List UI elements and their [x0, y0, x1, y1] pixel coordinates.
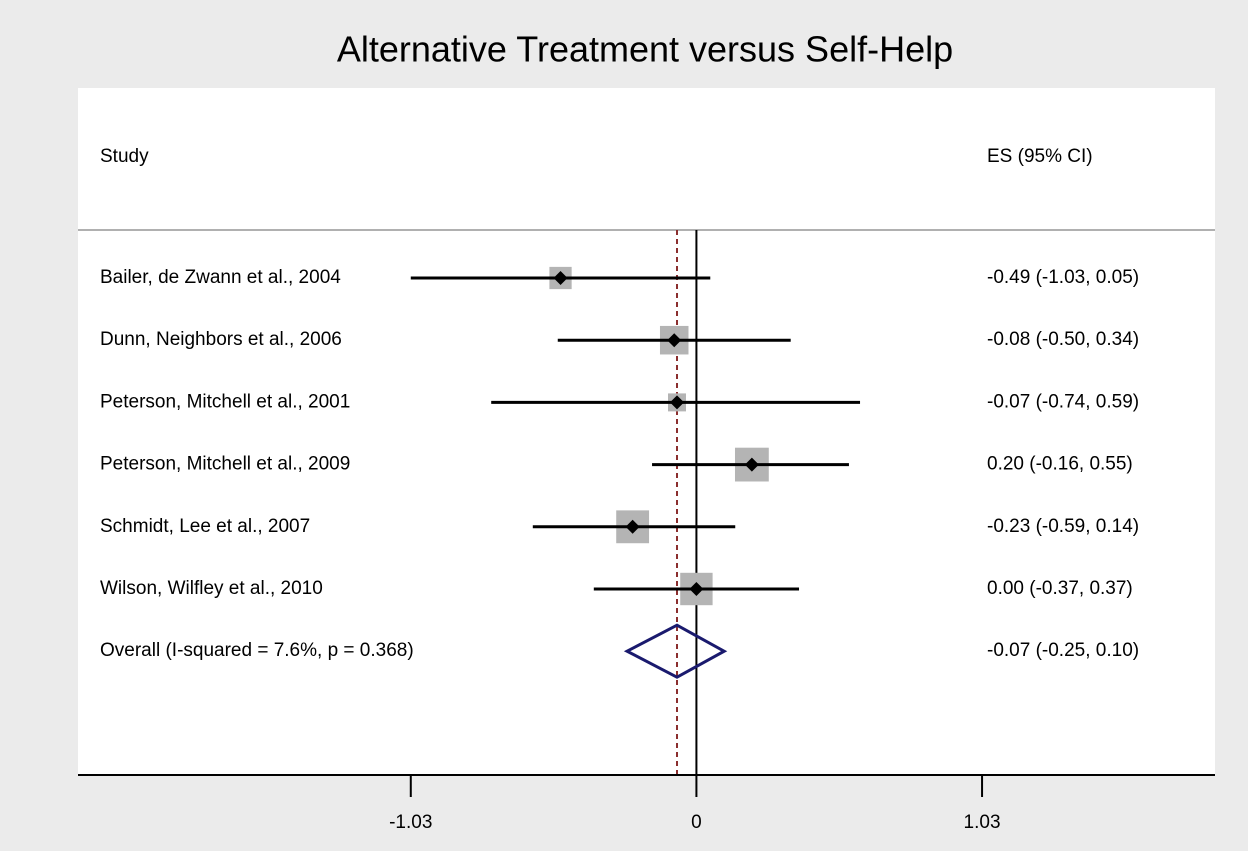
column-header: Study: [100, 146, 149, 167]
x-tick-label: 1.03: [964, 812, 1001, 833]
chart-title: Alternative Treatment versus Self-Help: [337, 29, 953, 70]
overall-es-label: -0.07 (-0.25, 0.10): [987, 640, 1139, 661]
study-label: Peterson, Mitchell et al., 2009: [100, 454, 350, 475]
point-estimate: [744, 457, 759, 472]
study-label: Wilson, Wilfley et al., 2010: [100, 578, 323, 599]
x-tick-label: -1.03: [389, 812, 432, 833]
x-tick-label: 0: [691, 812, 702, 833]
point-estimate: [689, 582, 704, 596]
study-label: Schmidt, Lee et al., 2007: [100, 516, 310, 537]
point-estimate: [625, 519, 640, 534]
es-label: 0.00 (-0.37, 0.37): [987, 578, 1133, 599]
study-label: Dunn, Neighbors et al., 2006: [100, 329, 342, 350]
column-header: ES (95% CI): [987, 146, 1093, 167]
study-label: Peterson, Mitchell et al., 2001: [100, 391, 350, 412]
overall-diamond: [623, 623, 728, 679]
point-estimate: [553, 271, 568, 285]
study-label: Bailer, de Zwann et al., 2004: [100, 267, 341, 288]
overall-label: Overall (I-squared = 7.6%, p = 0.368): [100, 640, 414, 661]
es-label: -0.07 (-0.74, 0.59): [987, 391, 1139, 412]
es-label: -0.23 (-0.59, 0.14): [987, 516, 1139, 537]
plot-panel: [78, 88, 1215, 775]
es-label: 0.20 (-0.16, 0.55): [987, 454, 1133, 475]
point-estimate: [670, 395, 685, 410]
point-estimate: [667, 333, 682, 348]
es-label: -0.08 (-0.50, 0.34): [987, 329, 1139, 350]
es-label: -0.49 (-1.03, 0.05): [987, 267, 1139, 288]
